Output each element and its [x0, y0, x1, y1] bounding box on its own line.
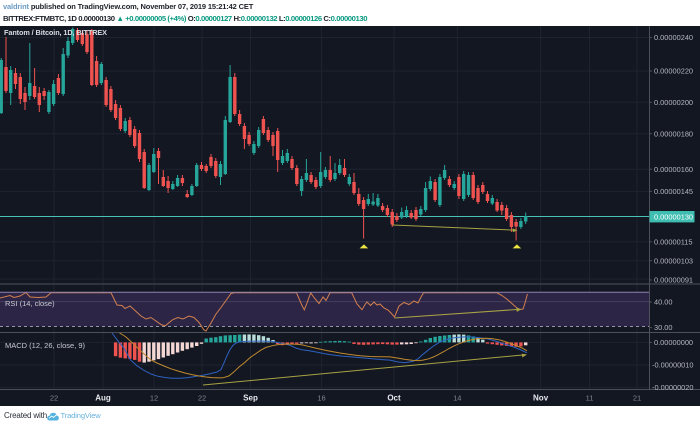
svg-text:Oct: Oct [387, 394, 401, 403]
svg-text:0.00000000: 0.00000000 [654, 338, 693, 347]
svg-text:-0.00000020: -0.00000020 [652, 383, 694, 392]
svg-text:Sep: Sep [243, 394, 258, 403]
svg-text:40.00: 40.00 [654, 298, 673, 307]
svg-text:RSI (14, close): RSI (14, close) [5, 299, 55, 308]
svg-text:0.00000160: 0.00000160 [654, 165, 693, 174]
svg-text:Aug: Aug [95, 394, 111, 403]
svg-text:21: 21 [633, 394, 641, 403]
svg-text:0.00000145: 0.00000145 [654, 187, 693, 196]
svg-text:0.00000220: 0.00000220 [654, 67, 693, 76]
svg-text:11: 11 [586, 394, 594, 403]
svg-text:0.00000091: 0.00000091 [654, 276, 693, 285]
svg-text:14: 14 [453, 394, 461, 403]
svg-text:Fantom / Bitcoin, 1D, BITTREX: Fantom / Bitcoin, 1D, BITTREX [4, 28, 107, 37]
svg-text:0.00000115: 0.00000115 [654, 237, 693, 246]
svg-text:0.00000180: 0.00000180 [654, 129, 693, 138]
svg-text:MACD (12, 26, close, 9): MACD (12, 26, close, 9) [5, 341, 86, 350]
svg-text:0.00000103: 0.00000103 [654, 256, 693, 265]
svg-text:0.00000200: 0.00000200 [654, 98, 693, 107]
svg-text:-0.00000010: -0.00000010 [652, 361, 694, 370]
svg-text:22: 22 [198, 394, 206, 403]
svg-text:0.00000130: 0.00000130 [654, 213, 693, 222]
svg-text:16: 16 [317, 394, 325, 403]
svg-text:30.00: 30.00 [654, 323, 673, 332]
svg-text:22: 22 [50, 394, 58, 403]
svg-text:Nov: Nov [533, 394, 549, 403]
svg-text:0.00000240: 0.00000240 [654, 33, 693, 42]
svg-text:12: 12 [150, 394, 158, 403]
